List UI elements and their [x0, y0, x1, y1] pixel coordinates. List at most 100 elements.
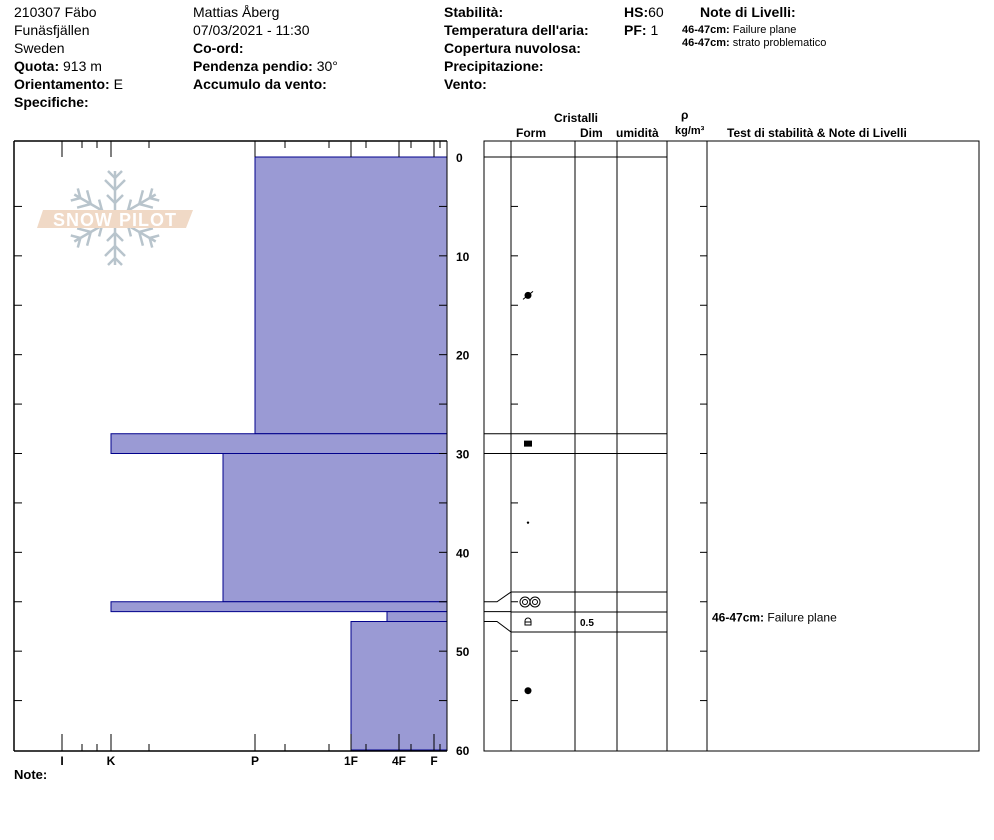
area-name: Funäsfjällen [14, 22, 90, 38]
snowflake-stroke [148, 188, 154, 199]
grain-mark [522, 599, 528, 605]
snowflake-stroke [104, 179, 116, 191]
hardness-tick-label: I [60, 754, 63, 768]
pf-value: 1 [650, 22, 659, 38]
depth-tick-label: 60 [456, 744, 470, 758]
grain-mark [532, 599, 538, 605]
logo-banner [37, 210, 193, 228]
country: Sweden [14, 40, 65, 56]
hardness-tick-label: P [251, 754, 259, 768]
hardness-bar [222, 453, 448, 603]
snowflake-stroke [138, 231, 145, 246]
test-note: 46-47cm: Failure plane [712, 611, 837, 625]
snowflake-arm [104, 170, 126, 218]
logo-text: SNOW PILOT [53, 210, 177, 230]
hardness-bar [350, 621, 448, 751]
form-header: Form [516, 126, 546, 140]
snowflake-stroke [97, 199, 104, 211]
grain-mark [524, 440, 532, 447]
wind-label: Vento: [444, 76, 487, 92]
snowflake-stroke [107, 257, 116, 266]
snowflake-stroke [126, 199, 133, 211]
grain-form-double-ring-icon [519, 596, 541, 608]
hardness-tick-label: 4F [392, 754, 406, 768]
air-temp-label: Temperatura dell'aria: [444, 22, 589, 38]
snowflake-stroke [76, 202, 92, 209]
slope-value: 30° [316, 58, 338, 74]
snowflake-stroke [114, 245, 126, 257]
snowflake-stroke [106, 194, 116, 204]
grain-mark [526, 521, 530, 524]
hardness-bar [110, 601, 448, 613]
layer-note: 46-47cm: strato problematico [682, 37, 827, 49]
elevation-value: 913 m [63, 58, 102, 74]
density-unit-header: kg/m³ [675, 125, 705, 137]
snowflake-stroke [149, 234, 160, 240]
depth-tick-label: 30 [456, 448, 470, 462]
snowflake-stroke [70, 234, 81, 240]
grain-form-ice-icon [524, 440, 532, 447]
datetime: 07/03/2021 - 11:30 [193, 22, 310, 38]
snowflake-stroke [148, 237, 154, 248]
snowflake-stroke [85, 190, 92, 205]
snowflake-stroke [76, 237, 82, 248]
hardness-bar [254, 156, 448, 435]
aspect-value: E [113, 76, 123, 92]
snowflake-stroke [149, 196, 160, 202]
weather-info: Stabilità: Temperatura dell'aria: Copert… [444, 3, 589, 93]
hardness-tick-label: F [430, 754, 437, 768]
snowflake-stroke [76, 227, 92, 234]
tests-header: Test di stabilità & Note di Livelli [727, 126, 907, 140]
depth-tick-label: 50 [456, 645, 470, 659]
hardness-tick-label: K [107, 754, 116, 768]
precip-label: Precipitazione: [444, 58, 544, 74]
depth-tick-label: 0 [456, 151, 463, 165]
elevation-label: Quota: [14, 58, 60, 74]
snowflake-stroke [70, 196, 81, 202]
snowflake-stroke [114, 194, 124, 204]
test-note-text: Failure plane [764, 611, 837, 625]
depth-tick-label: 40 [456, 546, 470, 560]
layer-note: 46-47cm: Failure plane [682, 24, 797, 36]
grain-size: 0.5 [580, 618, 594, 629]
layer-boundary-leader [484, 591, 512, 603]
snowpilot-logo: SNOW PILOT [37, 170, 193, 266]
depth-tick-label: 20 [456, 349, 470, 363]
grain-form-small-dot-icon [526, 521, 530, 524]
snow-depth-info: HS:60 PF: 1 [624, 3, 664, 39]
wind-loading-label: Accumulo da vento: [193, 76, 327, 92]
snowflake-stroke [107, 170, 116, 179]
slope-label: Pendenza pendio: [193, 58, 313, 74]
grain-form-decomposing-icon [522, 290, 534, 300]
snowflake-stroke [138, 202, 154, 209]
crystals-header: Cristalli [554, 111, 598, 125]
layer-boundary-leader [484, 621, 512, 633]
snowflake-stroke [106, 232, 116, 242]
grain-mark [524, 617, 532, 626]
dim-header: Dim [580, 126, 603, 140]
hardness-bar [110, 433, 448, 455]
specifics-label: Specifiche: [14, 94, 89, 110]
test-note-depth: 46-47cm: [712, 611, 764, 625]
hs-label: HS: [624, 4, 649, 20]
coord-label: Co-ord: [193, 40, 244, 56]
hardness-bar [386, 611, 448, 623]
hardness-tick-label: 1F [344, 754, 358, 768]
cloud-label: Copertura nuvolosa: [444, 40, 581, 56]
grain-mark [522, 290, 534, 300]
aspect-label: Orientamento: [14, 76, 110, 92]
moisture-header: umidità [616, 126, 659, 140]
snowflake-stroke [114, 232, 124, 242]
snowflake-stroke [114, 257, 123, 266]
stability-label: Stabilità: [444, 4, 504, 20]
layer-table-border [483, 140, 980, 752]
notes-label: Note: [14, 767, 47, 782]
layer-notes-title: Note di Livelli: [700, 4, 796, 20]
snowflake-stroke [76, 188, 82, 199]
snowflake-stroke [85, 231, 92, 246]
pf-label: PF: [624, 22, 647, 38]
grain-mark [524, 687, 532, 695]
observation-info: Mattias Åberg 07/03/2021 - 11:30 Co-ord:… [193, 3, 338, 93]
site-name: 210307 Fäbo [14, 4, 97, 20]
